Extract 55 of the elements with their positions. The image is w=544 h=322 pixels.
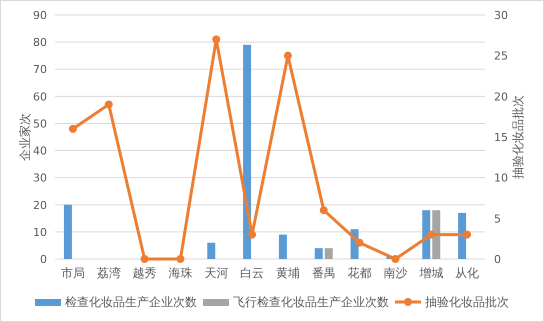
point — [68, 124, 77, 133]
x-tick-label: 增城 — [418, 266, 444, 280]
y-tick-label: 50 — [33, 117, 47, 130]
point — [212, 35, 220, 44]
x-tick-label: 市局 — [60, 266, 85, 280]
y-tick-label: 10 — [33, 226, 47, 239]
point — [356, 238, 364, 247]
y-tick-label: 40 — [33, 144, 47, 158]
y-axis-title: 企业家次 — [18, 113, 32, 161]
point — [284, 52, 292, 60]
point — [176, 255, 184, 263]
y-tick-label: 70 — [33, 63, 47, 76]
point — [391, 255, 400, 263]
bar — [432, 210, 440, 259]
x-tick-label: 荔湾 — [96, 266, 121, 280]
y-tick-label: 60 — [33, 90, 47, 104]
bar — [314, 248, 323, 259]
x-tick-label: 海珠 — [168, 266, 192, 280]
y2-tick-label: 10 — [494, 172, 508, 185]
legend-label: 飞行检查化妆品生产企业次数 — [233, 295, 389, 309]
bar — [324, 248, 333, 259]
y2-tick-label: 15 — [494, 131, 508, 144]
x-tick-label: 从化 — [455, 266, 480, 280]
y2-tick-label: 25 — [494, 50, 508, 63]
y2-axis-title: 抽验化妆品批次 — [511, 95, 525, 179]
y2-tick-label: 20 — [494, 90, 508, 104]
bar — [243, 44, 252, 259]
bar — [278, 234, 287, 259]
point — [140, 255, 149, 263]
y-tick-label: 30 — [33, 172, 47, 185]
x-tick-label: 南沙 — [383, 266, 408, 280]
point — [320, 206, 328, 214]
bar — [64, 204, 72, 259]
y-tick-label: 20 — [33, 198, 47, 212]
x-tick-label: 花都 — [348, 266, 372, 280]
y2-tick-label: 30 — [494, 9, 508, 22]
point — [427, 230, 436, 239]
legend-label: 抽验化妆品批次 — [425, 295, 509, 309]
y-tick-label: 0 — [40, 253, 47, 266]
bar — [207, 242, 216, 259]
legend-label: 检查化妆品生产企业次数 — [65, 295, 197, 309]
x-tick-label: 天河 — [204, 266, 228, 280]
bar — [458, 212, 466, 259]
point — [248, 230, 256, 239]
point — [463, 230, 472, 239]
x-tick-label: 白云 — [240, 266, 264, 280]
bar — [422, 210, 430, 259]
y2-tick-label: 5 — [494, 212, 501, 226]
point — [104, 100, 113, 108]
x-tick-label: 越秀 — [132, 266, 157, 280]
x-tick-label: 黄埔 — [276, 266, 300, 280]
y-tick-label: 90 — [33, 9, 47, 22]
y2-tick-label: 0 — [494, 253, 501, 266]
x-tick-label: 番禺 — [312, 266, 336, 280]
y-tick-label: 80 — [33, 36, 47, 50]
